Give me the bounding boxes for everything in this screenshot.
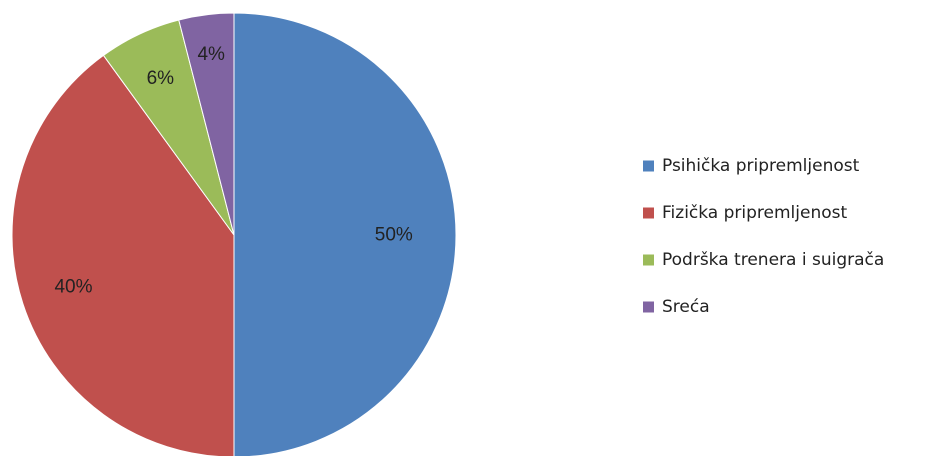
- legend-item-podrska-trenera-i-suigraca: Podrška trenera i suigrača: [643, 250, 884, 270]
- pie-slice-psihicka-pripremljenost: [233, 12, 457, 456]
- pie-slice-sreca: [178, 12, 235, 236]
- legend: Psihička pripremljenost Fizička pripremlj…: [643, 156, 884, 317]
- slice-labels: 50% 40% 6% 4%: [54, 44, 412, 298]
- pie-slice-fizicka-pripremljenost: [11, 54, 235, 456]
- data-label-podrska-trenera-i-suigraca: 6%: [147, 68, 175, 89]
- legend-label: Sreća: [662, 297, 710, 317]
- legend-item-sreca: Sreća: [643, 297, 710, 317]
- data-label-fizicka-pripremljenost: 40%: [54, 277, 92, 298]
- legend-label: Fizička pripremljenost: [662, 203, 847, 223]
- legend-label: Podrška trenera i suigrača: [662, 250, 884, 270]
- legend-label: Psihička pripremljenost: [662, 156, 860, 176]
- legend-item-psihicka-pripremljenost: Psihička pripremljenost: [643, 156, 860, 176]
- legend-swatch: [643, 160, 654, 172]
- legend-item-fizicka-pripremljenost: Fizička pripremljenost: [643, 203, 847, 223]
- legend-swatch: [643, 301, 654, 313]
- data-label-psihicka-pripremljenost: 50%: [375, 225, 413, 246]
- data-label-sreca: 4%: [197, 44, 225, 65]
- legend-swatch: [643, 254, 654, 266]
- legend-swatch: [643, 207, 654, 219]
- pie-slices: [11, 12, 457, 456]
